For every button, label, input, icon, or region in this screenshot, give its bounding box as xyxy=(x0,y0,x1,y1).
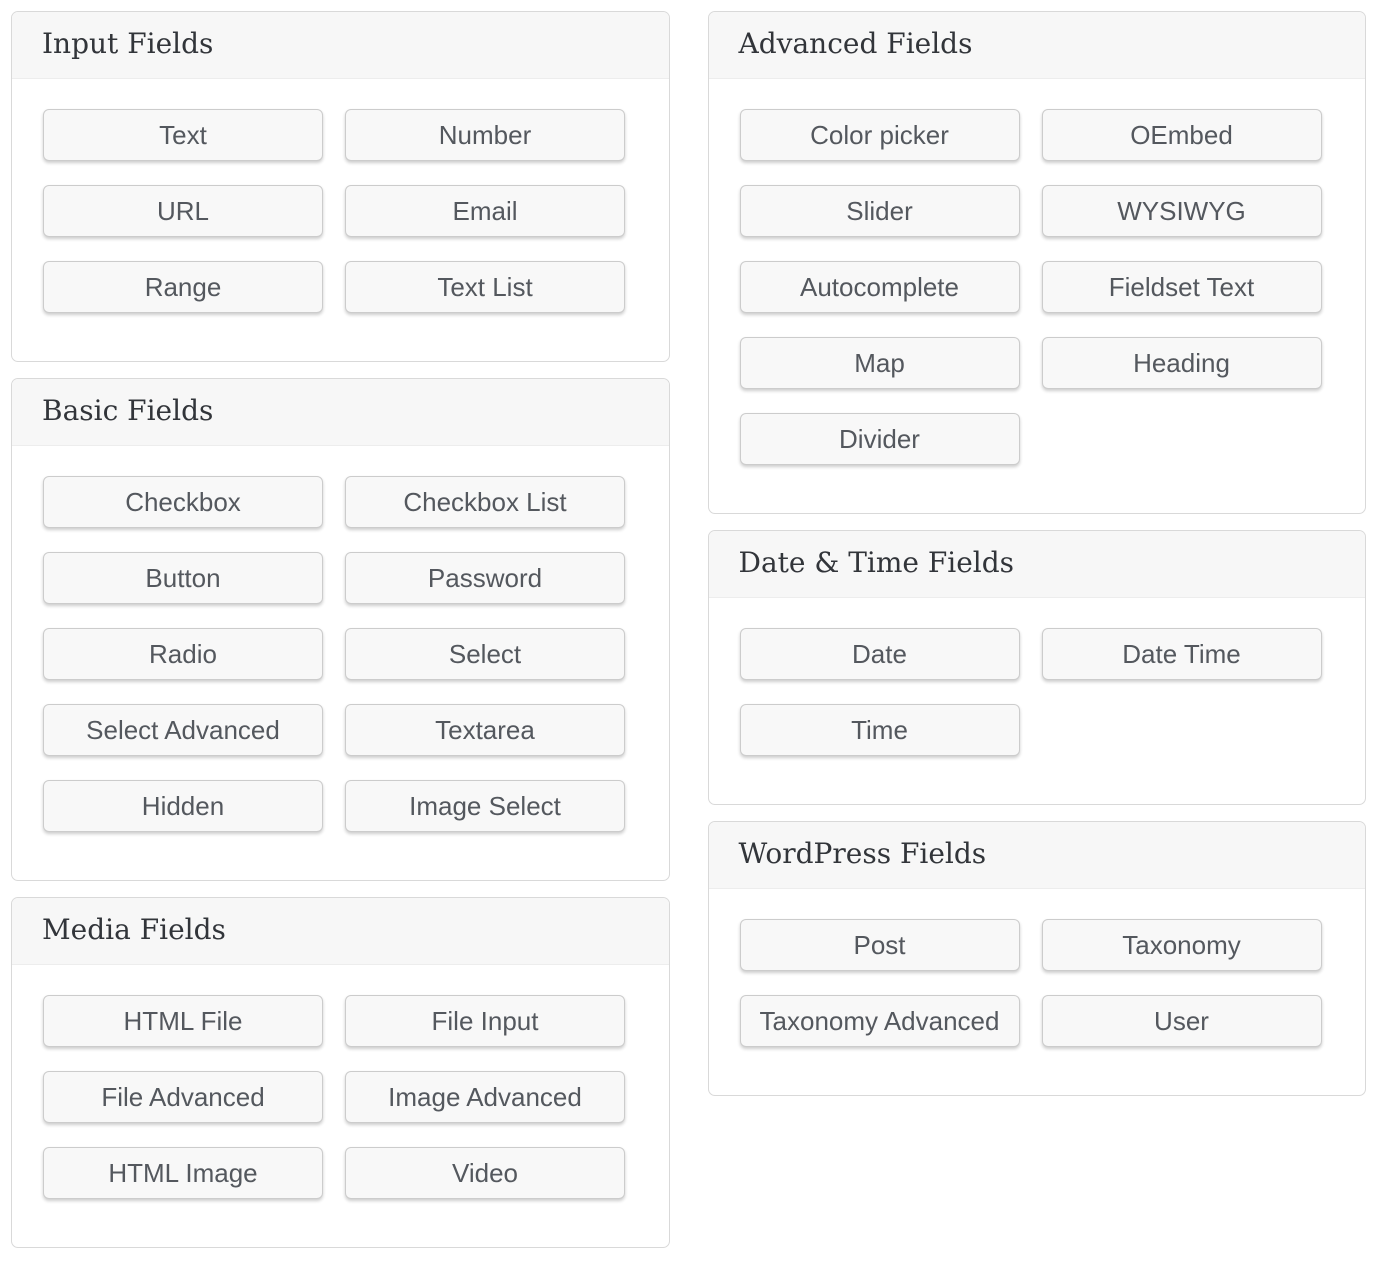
field-group-panel-wordpress-fields: WordPress Fields Post Taxonomy Taxonomy … xyxy=(707,821,1366,1096)
field-button-taxonomy[interactable]: Taxonomy xyxy=(1041,919,1322,971)
field-button-slider[interactable]: Slider xyxy=(739,185,1020,237)
field-button-radio[interactable]: Radio xyxy=(43,628,323,680)
field-group-panel-basic-fields: Basic Fields Checkbox Checkbox List Butt… xyxy=(11,378,670,881)
field-button-user[interactable]: User xyxy=(1041,995,1322,1047)
field-button-range[interactable]: Range xyxy=(43,261,323,313)
field-button-text[interactable]: Text xyxy=(43,109,323,161)
panel-title: Advanced Fields xyxy=(738,27,973,60)
field-group-panel-date-time-fields: Date & Time Fields Date Date Time Time xyxy=(707,530,1366,805)
field-button-textarea[interactable]: Textarea xyxy=(345,704,625,756)
panel-body: Color picker OEmbed Slider WYSIWYG Autoc… xyxy=(709,79,1366,513)
field-button-select-advanced[interactable]: Select Advanced xyxy=(43,704,323,756)
field-button-html-image[interactable]: HTML Image xyxy=(43,1147,323,1199)
field-button-color-picker[interactable]: Color picker xyxy=(739,109,1020,161)
field-button-file-input[interactable]: File Input xyxy=(345,995,625,1047)
field-button-time[interactable]: Time xyxy=(739,704,1020,756)
field-group-panel-media-fields: Media Fields HTML File File Input File A… xyxy=(11,897,670,1248)
field-button-checkbox-list[interactable]: Checkbox List xyxy=(345,476,625,528)
field-button-video[interactable]: Video xyxy=(345,1147,625,1199)
field-button-wysiwyg[interactable]: WYSIWYG xyxy=(1041,185,1322,237)
field-button-oembed[interactable]: OEmbed xyxy=(1041,109,1322,161)
field-button-image-advanced[interactable]: Image Advanced xyxy=(345,1071,625,1123)
field-button-url[interactable]: URL xyxy=(43,185,323,237)
panel-title: WordPress Fields xyxy=(738,837,987,870)
field-button-checkbox[interactable]: Checkbox xyxy=(43,476,323,528)
left-column: Input Fields Text Number URL Email Range… xyxy=(11,11,670,1264)
panel-body: Text Number URL Email Range Text List xyxy=(12,79,669,361)
panel-title: Basic Fields xyxy=(42,394,214,427)
field-button-taxonomy-advanced[interactable]: Taxonomy Advanced xyxy=(739,995,1020,1047)
panel-body: Post Taxonomy Taxonomy Advanced User xyxy=(709,889,1366,1095)
field-group-panel-input-fields: Input Fields Text Number URL Email Range… xyxy=(11,11,670,362)
field-button-file-advanced[interactable]: File Advanced xyxy=(43,1071,323,1123)
field-button-heading[interactable]: Heading xyxy=(1041,337,1322,389)
field-group-panel-advanced-fields: Advanced Fields Color picker OEmbed Slid… xyxy=(707,11,1366,514)
field-button-autocomplete[interactable]: Autocomplete xyxy=(739,261,1020,313)
panel-heading: Advanced Fields xyxy=(708,12,1365,79)
panel-title: Date & Time Fields xyxy=(738,546,1015,579)
field-button-number[interactable]: Number xyxy=(345,109,625,161)
field-button-password[interactable]: Password xyxy=(345,552,625,604)
field-button-fieldset-text[interactable]: Fieldset Text xyxy=(1041,261,1322,313)
panel-heading: Basic Fields xyxy=(12,379,669,446)
field-button-date[interactable]: Date xyxy=(739,628,1020,680)
panel-title: Media Fields xyxy=(42,913,226,946)
panel-body: Date Date Time Time xyxy=(709,598,1366,804)
field-button-date-time[interactable]: Date Time xyxy=(1041,628,1322,680)
panel-heading: Media Fields xyxy=(12,898,669,965)
panel-body: HTML File File Input File Advanced Image… xyxy=(12,965,669,1247)
right-column: Advanced Fields Color picker OEmbed Slid… xyxy=(707,11,1366,1112)
field-button-email[interactable]: Email xyxy=(345,185,625,237)
field-button-html-file[interactable]: HTML File xyxy=(43,995,323,1047)
field-button-post[interactable]: Post xyxy=(739,919,1020,971)
field-button-divider[interactable]: Divider xyxy=(739,413,1020,465)
panel-body: Checkbox Checkbox List Button Password R… xyxy=(12,446,669,880)
panel-heading: Date & Time Fields xyxy=(708,531,1365,598)
field-button-button[interactable]: Button xyxy=(43,552,323,604)
field-button-select[interactable]: Select xyxy=(345,628,625,680)
panel-title: Input Fields xyxy=(42,27,214,60)
field-button-map[interactable]: Map xyxy=(739,337,1020,389)
field-button-text-list[interactable]: Text List xyxy=(345,261,625,313)
panel-heading: WordPress Fields xyxy=(708,822,1365,889)
field-button-image-select[interactable]: Image Select xyxy=(345,780,625,832)
panel-heading: Input Fields xyxy=(12,12,669,79)
field-button-hidden[interactable]: Hidden xyxy=(43,780,323,832)
